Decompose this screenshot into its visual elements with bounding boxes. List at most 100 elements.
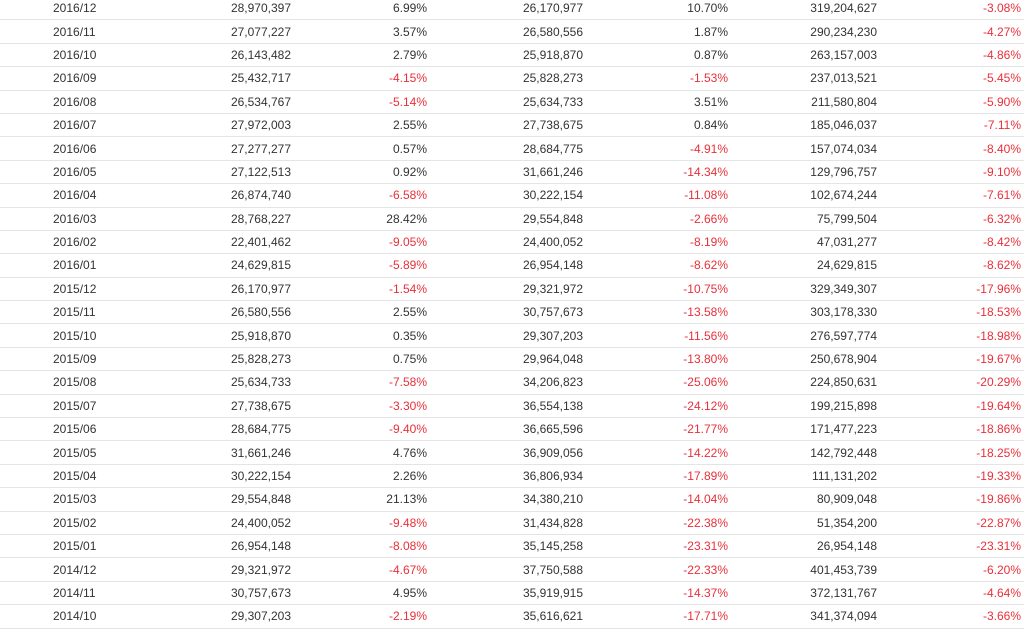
cell-value-3: 129,796,757 xyxy=(730,160,877,185)
cell-value-1: 29,554,848 xyxy=(150,487,291,512)
cell-value-1: 25,432,717 xyxy=(150,66,291,91)
cell-month: 2016/03 xyxy=(0,207,150,231)
cell-percent-3: -23.31% xyxy=(877,534,1024,559)
table-row: 2016/10 26,143,482 2.79% 25,918,870 0.87% 263… xyxy=(0,43,1024,68)
cell-value-2: 26,954,148 xyxy=(437,253,583,278)
table-row: 2015/12 26,170,977 -1.54% 29,321,972 -10.75%… xyxy=(0,277,1024,302)
cell-percent-2: 1.87% xyxy=(583,19,730,44)
cell-value-2: 35,616,621 xyxy=(437,604,583,629)
cell-value-2: 36,665,596 xyxy=(437,417,583,442)
cell-percent-2: 0.87% xyxy=(583,43,730,68)
cell-percent-1: -4.67% xyxy=(291,557,437,582)
cell-value-1: 27,972,003 xyxy=(150,113,291,138)
cell-percent-3: -19.64% xyxy=(877,394,1024,419)
cell-value-3: 142,792,448 xyxy=(730,440,877,465)
table-row: 2015/07 27,738,675 -3.30% 36,554,138 -24.12%… xyxy=(0,394,1024,419)
cell-value-3: 372,131,767 xyxy=(730,581,877,606)
cell-percent-1: 4.76% xyxy=(291,440,437,465)
cell-value-3: 185,046,037 xyxy=(730,113,877,138)
cell-value-1: 25,828,273 xyxy=(150,347,291,372)
cell-percent-1: 2.55% xyxy=(291,300,437,325)
cell-value-3: 211,580,804 xyxy=(730,90,877,114)
cell-percent-2: -14.22% xyxy=(583,440,730,465)
cell-value-3: 47,031,277 xyxy=(730,230,877,255)
cell-percent-2: -1.53% xyxy=(583,66,730,91)
cell-percent-1: -2.19% xyxy=(291,604,437,629)
cell-month: 2014/10 xyxy=(0,604,150,629)
cell-percent-1: 0.75% xyxy=(291,347,437,372)
cell-percent-3: -19.67% xyxy=(877,347,1024,372)
cell-value-2: 27,738,675 xyxy=(437,113,583,138)
table-row: 2016/08 26,534,767 -5.14% 25,634,733 3.51% 21… xyxy=(0,90,1024,114)
table-row: 2014/10 29,307,203 -2.19% 35,616,621 -17.71%… xyxy=(0,604,1024,629)
cell-value-1: 25,918,870 xyxy=(150,323,291,348)
cell-value-3: 237,013,521 xyxy=(730,66,877,91)
cell-value-1: 26,143,482 xyxy=(150,43,291,68)
cell-month: 2016/07 xyxy=(0,113,150,138)
cell-percent-1: 28.42% xyxy=(291,207,437,231)
cell-value-1: 22,401,462 xyxy=(150,230,291,255)
cell-percent-3: -19.33% xyxy=(877,464,1024,489)
table-row: 2016/04 26,874,740 -6.58% 30,222,154 -11.08%… xyxy=(0,183,1024,208)
cell-percent-1: 4.95% xyxy=(291,581,437,606)
cell-percent-1: 0.35% xyxy=(291,323,437,348)
cell-value-3: 250,678,904 xyxy=(730,347,877,372)
cell-value-3: 303,178,330 xyxy=(730,300,877,325)
cell-value-2: 26,170,977 xyxy=(437,0,583,21)
cell-value-3: 263,157,003 xyxy=(730,43,877,68)
cell-value-2: 36,909,056 xyxy=(437,440,583,465)
cell-value-2: 24,400,052 xyxy=(437,230,583,255)
table-row: 2016/02 22,401,462 -9.05% 24,400,052 -8.19% 4… xyxy=(0,230,1024,255)
cell-percent-3: -8.40% xyxy=(877,136,1024,161)
cell-value-3: 199,215,898 xyxy=(730,394,877,419)
cell-percent-3: -6.32% xyxy=(877,207,1024,231)
table-row: 2016/06 27,277,277 0.57% 28,684,775 -4.91% 15… xyxy=(0,136,1024,161)
cell-value-2: 29,321,972 xyxy=(437,277,583,302)
cell-value-3: 26,954,148 xyxy=(730,534,877,559)
cell-percent-1: -9.40% xyxy=(291,417,437,442)
cell-value-2: 30,222,154 xyxy=(437,183,583,208)
cell-percent-2: -11.08% xyxy=(583,183,730,208)
table-row: 2015/02 24,400,052 -9.48% 31,434,828 -22.38%… xyxy=(0,511,1024,535)
cell-value-2: 37,750,588 xyxy=(437,557,583,582)
table-row: 2015/11 26,580,556 2.55% 30,757,673 -13.58% 3… xyxy=(0,300,1024,325)
cell-value-1: 24,400,052 xyxy=(150,511,291,535)
cell-percent-2: -25.06% xyxy=(583,370,730,395)
cell-value-3: 401,453,739 xyxy=(730,557,877,582)
table-row: 2016/01 24,629,815 -5.89% 26,954,148 -8.62% 2… xyxy=(0,253,1024,278)
cell-percent-2: -14.37% xyxy=(583,581,730,606)
cell-value-1: 27,277,277 xyxy=(150,136,291,161)
cell-value-2: 30,757,673 xyxy=(437,300,583,325)
cell-month: 2016/09 xyxy=(0,66,150,91)
cell-percent-3: -5.90% xyxy=(877,90,1024,114)
cell-month: 2016/10 xyxy=(0,43,150,68)
cell-month: 2015/08 xyxy=(0,370,150,395)
cell-value-1: 25,634,733 xyxy=(150,370,291,395)
cell-value-2: 36,806,934 xyxy=(437,464,583,489)
cell-month: 2014/11 xyxy=(0,581,150,606)
cell-percent-3: -5.45% xyxy=(877,66,1024,91)
cell-month: 2015/09 xyxy=(0,347,150,372)
cell-percent-3: -3.08% xyxy=(877,0,1024,21)
table-row: 2016/09 25,432,717 -4.15% 25,828,273 -1.53% 2… xyxy=(0,66,1024,91)
cell-month: 2016/06 xyxy=(0,136,150,161)
cell-percent-1: -1.54% xyxy=(291,277,437,302)
cell-value-1: 28,768,227 xyxy=(150,207,291,231)
cell-month: 2015/04 xyxy=(0,464,150,489)
cell-value-2: 36,554,138 xyxy=(437,394,583,419)
cell-percent-1: -6.58% xyxy=(291,183,437,208)
cell-percent-1: 6.99% xyxy=(291,0,437,21)
cell-percent-1: -9.05% xyxy=(291,230,437,255)
cell-percent-1: -9.48% xyxy=(291,511,437,535)
cell-value-1: 31,661,246 xyxy=(150,440,291,465)
cell-percent-2: -2.66% xyxy=(583,207,730,231)
cell-percent-3: -18.53% xyxy=(877,300,1024,325)
cell-percent-3: -18.86% xyxy=(877,417,1024,442)
cell-value-1: 26,580,556 xyxy=(150,300,291,325)
cell-percent-2: -4.91% xyxy=(583,136,730,161)
cell-percent-2: -14.04% xyxy=(583,487,730,512)
cell-value-1: 28,970,397 xyxy=(150,0,291,21)
cell-value-2: 25,634,733 xyxy=(437,90,583,114)
